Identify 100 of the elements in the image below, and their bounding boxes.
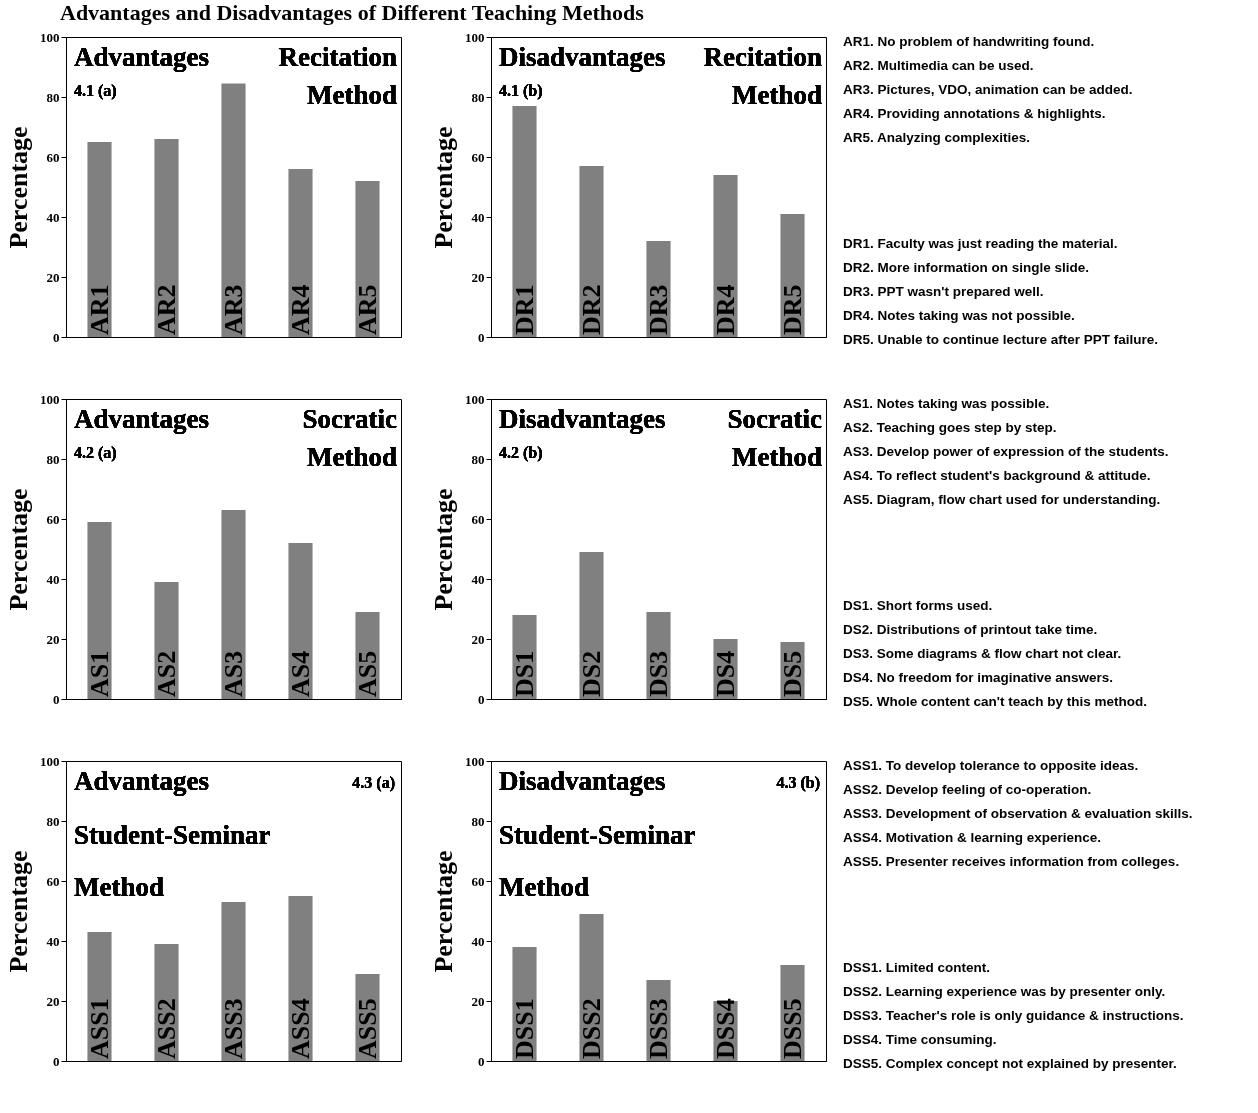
bar [713,175,738,337]
x-tick-label: DS1 [509,650,539,697]
x-tick-label: DR3 [643,284,673,335]
y-axis-title: Percentage [429,488,458,611]
x-tick-label: AS3 [218,650,248,697]
annotation: Disadvantages [499,42,666,72]
annotation: Socratic Method [727,404,823,472]
y-tick-label: 40 [46,571,60,587]
text: DSS5. Complex concept not explained by presenter. [843,1055,1178,1073]
text: AS3. Develop power of expression of the students. [843,443,1170,461]
text: ASS4. Motivation & learning experience. [843,829,1103,847]
text: DR2. More information on single slide. [843,259,1091,277]
text: AR1. No problem of handwriting found. [843,33,1096,51]
y-tick-label: 40 [471,933,485,949]
y-tick-label: 0 [53,329,60,345]
x-tick-label: DS4 [710,650,740,697]
annotation: Recitation Method [703,42,822,110]
y-tick-label: 20 [471,269,485,285]
annotation: Socratic Method [302,404,398,472]
annotation: Advantages [74,404,210,434]
text: DS5. Whole content can't teach by this method. [843,693,1148,711]
x-tick-label: DR2 [576,284,606,335]
bar [512,106,537,337]
x-tick-label: AS5 [352,650,382,697]
text: AS2. Teaching goes step by step. [843,419,1058,437]
y-tick-label: 60 [46,511,60,527]
x-tick-label: ASS5 [352,998,382,1059]
y-tick-label: 80 [46,813,60,829]
x-tick-label: DSS2 [576,998,606,1059]
y-tick-label: 60 [471,149,485,165]
x-tick-label: ASS3 [218,998,248,1059]
text: AR2. Multimedia can be used. [843,57,1035,75]
x-tick-label: DR1 [509,284,539,335]
text: DSS3. Teacher's role is only guidance & instructions. [843,1007,1185,1025]
y-tick-label: 100 [465,753,485,769]
text: DS3. Some diagrams & flow chart not clear. [843,645,1123,663]
bar [579,166,604,337]
bar [579,552,604,699]
text: DS4. No freedom for imaginative answers. [843,669,1115,687]
x-tick-label: AS2 [151,650,181,697]
y-tick-label: 80 [471,89,485,105]
x-tick-label: DSS4 [710,998,740,1059]
annotation: 4.3 (a) [352,774,395,792]
text: ASS1. To develop tolerance to opposite ideas. [843,757,1140,775]
x-tick-label: AR5 [352,284,382,335]
y-axis-title: Percentage [429,126,458,249]
text: AS4. To reflect student's background & attitude. [843,467,1152,485]
y-tick-label: 40 [46,933,60,949]
annotation: Disadvantages [499,404,666,434]
text: AR5. Analyzing complexities. [843,129,1032,147]
y-tick-label: 40 [471,571,485,587]
x-tick-label: DR4 [710,284,740,335]
bar [288,169,313,337]
x-tick-label: ASS4 [285,998,315,1059]
y-tick-label: 80 [471,813,485,829]
annotation: 4.1 (b) [499,82,543,100]
text: AR4. Providing annotations & highlights. [843,105,1107,123]
annotation: 4.2 (b) [499,444,543,462]
y-tick-label: 100 [40,753,60,769]
y-tick-label: 100 [40,391,60,407]
text: DSS1. Limited content. [843,959,992,977]
bar [87,142,112,337]
y-tick-label: 0 [478,1053,485,1069]
y-tick-label: 80 [46,451,60,467]
text: DS2. Distributions of printout take time. [843,621,1099,639]
y-tick-label: 40 [471,209,485,225]
text: DR4. Notes taking was not possible. [843,307,1076,325]
text: ASS2. Develop feeling of co-operation. [843,781,1093,799]
x-tick-label: DS2 [576,650,606,697]
annotation: 4.3 (b) [776,774,820,792]
y-tick-label: 60 [471,511,485,527]
x-tick-label: AS4 [285,650,315,697]
x-tick-label: DR5 [777,284,807,335]
annotation: 4.1 (a) [74,82,117,100]
text: AS1. Notes taking was possible. [843,395,1051,413]
x-tick-label: AS1 [84,650,114,697]
y-tick-label: 20 [471,631,485,647]
y-axis-title: Percentage [4,488,33,611]
bar [288,543,313,699]
y-tick-label: 100 [40,29,60,45]
y-tick-label: 60 [471,873,485,889]
text: DR5. Unable to continue lecture after PPT failure. [843,331,1160,349]
text: ASS3. Development of observation & evaluation skills. [843,805,1194,823]
y-tick-label: 40 [46,209,60,225]
x-tick-label: DSS5 [777,998,807,1059]
x-tick-label: ASS1 [84,998,114,1059]
text: AS5. Diagram, flow chart used for understanding. [843,491,1162,509]
y-tick-label: 100 [465,29,485,45]
annotation: Recitation Method [278,42,397,110]
x-tick-label: DS3 [643,650,673,697]
y-tick-label: 20 [471,993,485,1009]
annotation: Student-Seminar Method [74,820,271,902]
text: DSS4. Time consuming. [843,1031,998,1049]
annotation: Advantages [74,766,210,796]
bar [154,139,179,337]
y-tick-label: 100 [465,391,485,407]
bar [87,522,112,699]
y-tick-label: 0 [53,1053,60,1069]
bar [221,83,246,337]
y-tick-label: 80 [471,451,485,467]
